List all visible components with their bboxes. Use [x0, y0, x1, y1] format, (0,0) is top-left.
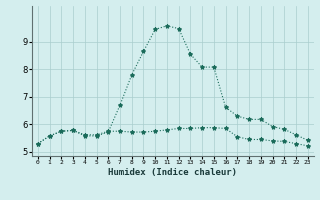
- X-axis label: Humidex (Indice chaleur): Humidex (Indice chaleur): [108, 168, 237, 177]
